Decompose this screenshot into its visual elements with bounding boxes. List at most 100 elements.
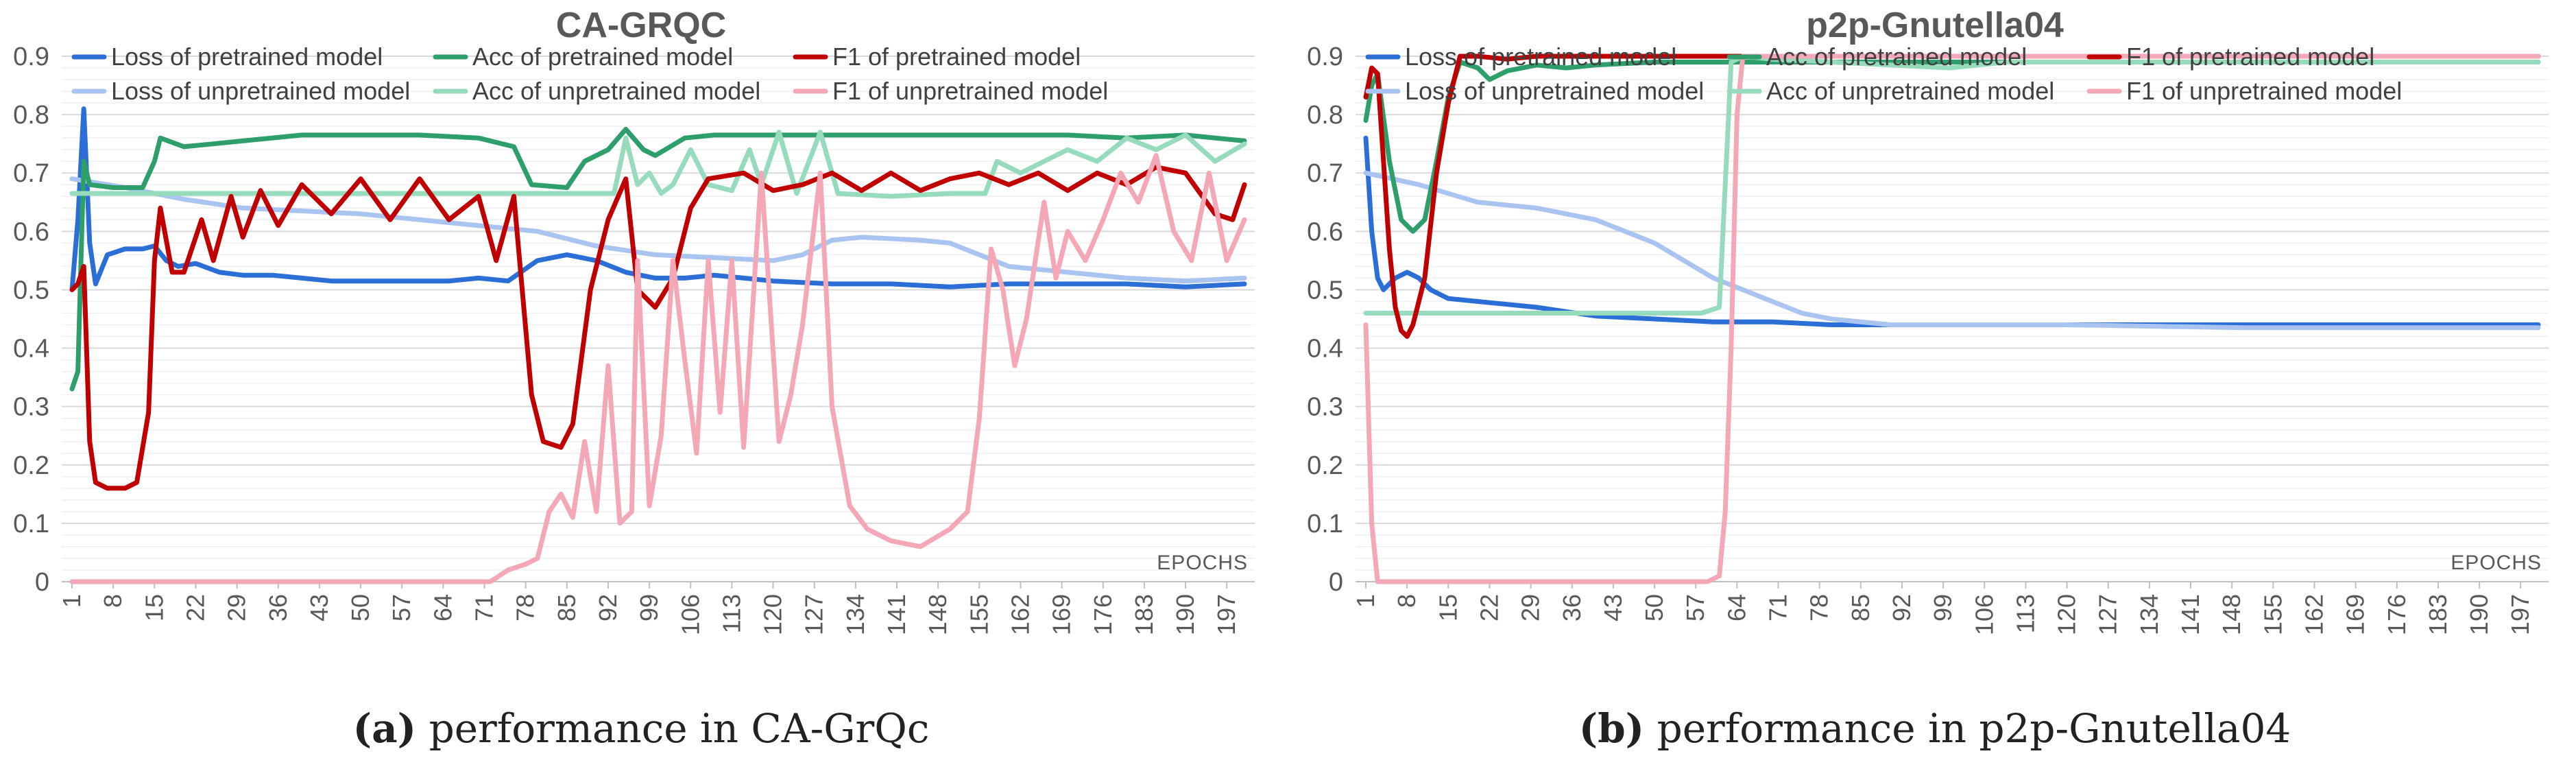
legend-label-f1-of-pretrained-model: F1 of pretrained model — [832, 43, 1081, 71]
x-tick-label: 169 — [1048, 594, 1076, 635]
y-tick-label: 0.8 — [13, 101, 49, 130]
x-tick-label: 64 — [429, 594, 457, 621]
x-tick-label: 162 — [1006, 594, 1034, 635]
x-tick-label: 50 — [346, 594, 374, 621]
y-tick-label: 0.9 — [13, 43, 49, 71]
legend-label-loss-of-unpretrained-model: Loss of unpretrained model — [1405, 77, 1704, 105]
y-tick-label: 0.4 — [13, 335, 49, 364]
y-tick-label: 0.3 — [1307, 393, 1343, 422]
chart-svg: 0 0.1 0.2 0.3 0.4 0.5 0.6 0.7 0.8 0.9 1 8 15 22 29 36 43… — [13, 5, 1255, 635]
legend-label-acc-of-pretrained-model: Acc of pretrained model — [472, 43, 733, 71]
legend-label-acc-of-unpretrained-model: Acc of unpretrained model — [1766, 77, 2054, 105]
series-line-loss-of-unpretrained-model — [1363, 170, 2541, 331]
x-tick-label: 50 — [1640, 594, 1668, 621]
x-tick-label: 127 — [800, 594, 828, 635]
x-tick-label: 197 — [2506, 594, 2534, 635]
x-tick-label: 148 — [924, 594, 952, 635]
x-tick-label: 92 — [594, 594, 622, 621]
y-tick-label: 0 — [1329, 568, 1343, 597]
x-tick-label: 15 — [1434, 594, 1462, 621]
legend-label-loss-of-pretrained-model: Loss of pretrained model — [111, 43, 383, 71]
series-line-loss-of-unpretrained-model — [69, 176, 1247, 284]
x-tick-label: 43 — [305, 594, 333, 621]
x-tick-label: 141 — [2176, 594, 2204, 635]
x-tick-label: 8 — [99, 594, 127, 608]
y-tick-label: 0.3 — [13, 393, 49, 422]
legend-label-f1-of-unpretrained-model: F1 of unpretrained model — [832, 77, 1108, 105]
caption: (b) performance in p2p-Gnutella04 — [1294, 705, 2576, 752]
x-tick-label: 92 — [1888, 594, 1916, 621]
chart-panel-p2p-gnutella04: 0 0.1 0.2 0.3 0.4 0.5 0.6 0.7 0.8 0.9 1 8 15 22 29 36 43… — [1294, 0, 2576, 771]
x-tick-label: 106 — [676, 594, 704, 635]
caption: (a) performance in CA-GrQc — [0, 705, 1282, 752]
x-tick-label: 183 — [2424, 594, 2452, 635]
legend-label-loss-of-unpretrained-model: Loss of unpretrained model — [111, 77, 410, 105]
chart-svg: 0 0.1 0.2 0.3 0.4 0.5 0.6 0.7 0.8 0.9 1 8 15 22 29 36 43… — [1307, 5, 2549, 635]
caption-text: performance in p2p-Gnutella04 — [1657, 705, 2291, 752]
x-tick-label: 120 — [2053, 594, 2081, 635]
x-tick-label: 141 — [882, 594, 911, 635]
x-tick-label: 29 — [223, 594, 251, 621]
x-tick-label: 71 — [1764, 594, 1792, 621]
x-axis-label: EPOCHS — [1157, 551, 1248, 574]
x-tick-label: 99 — [635, 594, 663, 621]
x-tick-label: 78 — [1805, 594, 1833, 621]
y-tick-label: 0.1 — [13, 510, 49, 538]
caption-text: performance in CA-GrQc — [429, 705, 930, 752]
x-tick-label: 22 — [181, 594, 209, 621]
y-tick-label: 0.6 — [13, 217, 49, 246]
legend-label-f1-of-unpretrained-model: F1 of unpretrained model — [2126, 77, 2402, 105]
x-tick-label: 1 — [1351, 594, 1380, 608]
x-tick-label: 8 — [1393, 594, 1421, 608]
x-tick-label: 36 — [1558, 594, 1586, 621]
y-tick-label: 0.2 — [1307, 451, 1343, 480]
chart-title: CA-GRQC — [556, 5, 726, 45]
y-tick-label: 0.8 — [1307, 101, 1343, 130]
legend-label-acc-of-pretrained-model: Acc of pretrained model — [1766, 43, 2027, 71]
x-tick-label: 78 — [511, 594, 540, 621]
x-tick-label: 148 — [2217, 594, 2246, 635]
legend-label-acc-of-unpretrained-model: Acc of unpretrained model — [472, 77, 760, 105]
x-tick-label: 29 — [1517, 594, 1545, 621]
y-tick-label: 0.1 — [1307, 510, 1343, 538]
y-tick-label: 0.7 — [13, 159, 49, 188]
y-tick-label: 0.2 — [13, 451, 49, 480]
x-tick-label: 120 — [759, 594, 787, 635]
x-tick-label: 43 — [1599, 594, 1627, 621]
chart-panel-ca-grqc: 0 0.1 0.2 0.3 0.4 0.5 0.6 0.7 0.8 0.9 1 8 15 22 29 36 43… — [0, 0, 1282, 771]
legend-label-loss-of-pretrained-model: Loss of pretrained model — [1405, 43, 1676, 71]
x-tick-label: 85 — [553, 594, 581, 621]
x-tick-label: 57 — [387, 594, 416, 621]
x-tick-label: 197 — [1212, 594, 1240, 635]
x-tick-label: 15 — [140, 594, 168, 621]
x-tick-label: 190 — [1171, 594, 1199, 635]
x-tick-label: 64 — [1722, 594, 1750, 621]
x-tick-label: 113 — [2011, 594, 2039, 633]
x-tick-label: 99 — [1929, 594, 1957, 621]
x-tick-label: 71 — [470, 594, 498, 621]
y-tick-label: 0.5 — [1307, 276, 1343, 305]
x-tick-label: 176 — [1089, 594, 1117, 635]
y-tick-label: 0.6 — [1307, 217, 1343, 246]
legend-label-f1-of-pretrained-model: F1 of pretrained model — [2126, 43, 2374, 71]
series-line-f1-of-unpretrained-model — [1363, 54, 2541, 584]
x-tick-label: 113 — [717, 594, 745, 633]
series-line-f1-of-unpretrained-model — [69, 153, 1247, 584]
series-line-loss-of-pretrained-model — [69, 106, 1247, 292]
caption-label: (b) — [1578, 705, 1645, 752]
y-tick-label: 0 — [35, 568, 49, 597]
x-tick-label: 1 — [58, 594, 86, 608]
y-tick-label: 0.5 — [13, 276, 49, 305]
x-tick-label: 134 — [2135, 594, 2163, 635]
x-tick-label: 57 — [1681, 594, 1709, 621]
chart-title: p2p-Gnutella04 — [1806, 5, 2064, 45]
x-tick-label: 169 — [2342, 594, 2370, 635]
y-tick-label: 0.7 — [1307, 159, 1343, 188]
x-tick-label: 176 — [2383, 594, 2411, 635]
x-tick-label: 106 — [1970, 594, 1998, 635]
x-tick-label: 85 — [1846, 594, 1875, 621]
x-tick-label: 155 — [2259, 594, 2287, 635]
x-tick-label: 190 — [2465, 594, 2493, 635]
y-tick-label: 0.9 — [1307, 43, 1343, 71]
x-tick-label: 22 — [1475, 594, 1503, 621]
